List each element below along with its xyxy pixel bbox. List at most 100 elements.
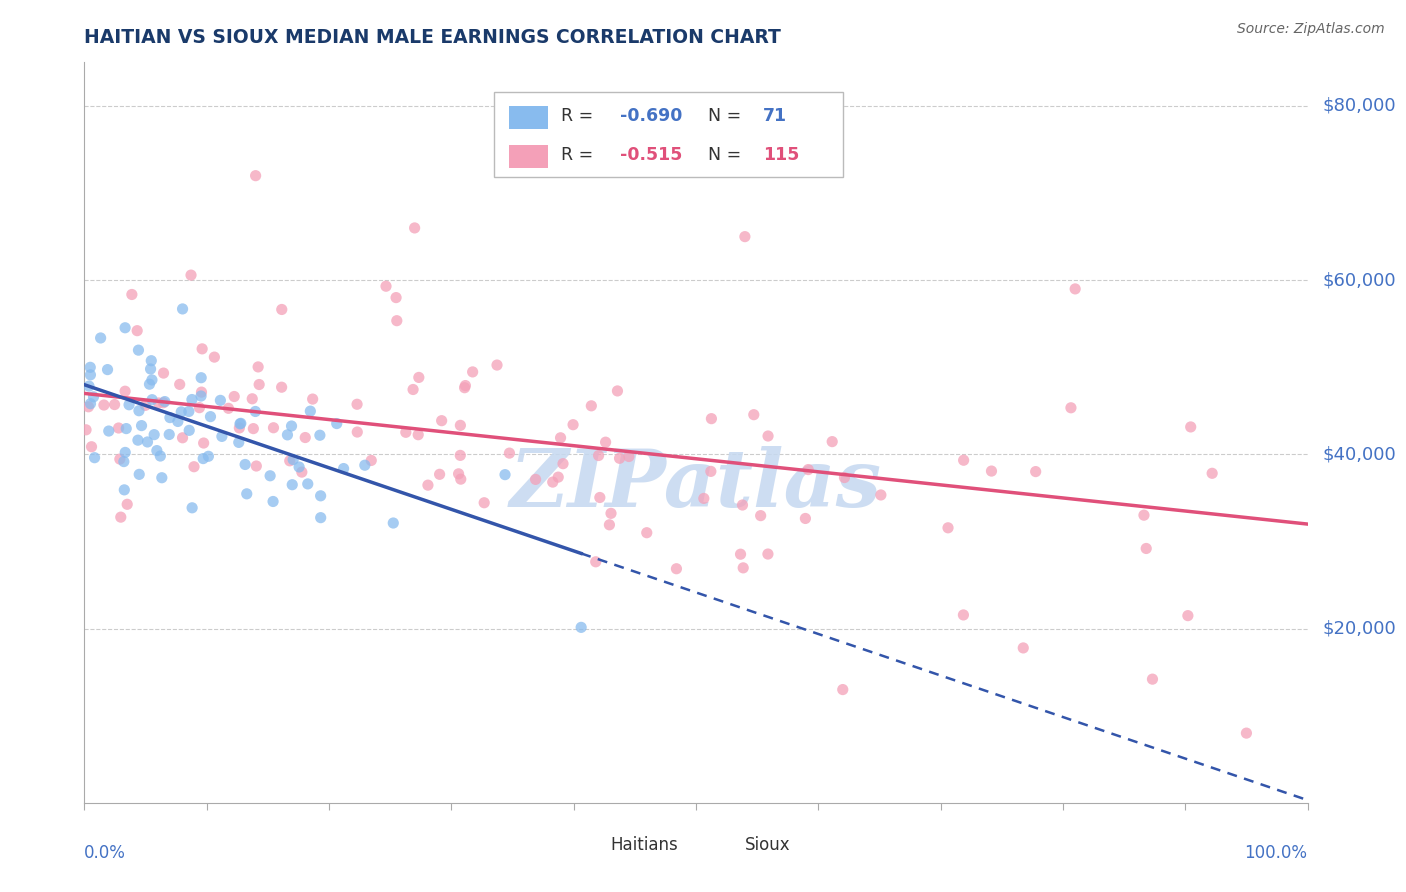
Point xyxy=(449,449,471,463)
Point xyxy=(143,427,166,442)
Point xyxy=(756,547,779,561)
Text: HAITIAN VS SIOUX MEDIAN MALE EARNINGS CORRELATION CHART: HAITIAN VS SIOUX MEDIAN MALE EARNINGS CO… xyxy=(84,28,782,47)
Point xyxy=(980,464,1002,478)
Point xyxy=(294,431,316,445)
Point xyxy=(494,467,516,482)
Point xyxy=(77,400,100,414)
Bar xyxy=(509,145,548,169)
Point xyxy=(197,450,219,464)
Point xyxy=(190,389,212,403)
Point xyxy=(148,396,170,410)
Point xyxy=(263,421,285,435)
Point xyxy=(406,427,429,442)
Point xyxy=(449,418,471,433)
Point xyxy=(485,358,508,372)
Point xyxy=(429,467,451,482)
Point xyxy=(141,373,163,387)
Point xyxy=(402,383,425,397)
Point xyxy=(450,472,472,486)
Point xyxy=(353,458,375,473)
Point xyxy=(247,377,270,392)
Point xyxy=(172,431,194,445)
Point xyxy=(110,510,132,524)
Point xyxy=(108,452,131,467)
Point xyxy=(157,427,180,442)
Point xyxy=(150,471,173,485)
Point xyxy=(217,401,239,416)
Text: N =: N = xyxy=(709,107,747,125)
Point xyxy=(447,467,470,481)
Text: Haitians: Haitians xyxy=(610,836,678,854)
Point xyxy=(794,511,817,525)
Point xyxy=(131,418,153,433)
Point xyxy=(606,384,628,398)
Point xyxy=(75,423,97,437)
Point xyxy=(299,404,322,418)
Point xyxy=(585,555,607,569)
Point xyxy=(127,433,149,447)
Point xyxy=(240,392,263,406)
Point xyxy=(90,331,112,345)
Point xyxy=(281,477,304,491)
Point xyxy=(733,561,755,575)
Point xyxy=(332,461,354,475)
Point xyxy=(188,401,211,415)
Point xyxy=(524,472,547,486)
Text: N =: N = xyxy=(709,146,747,164)
Point xyxy=(191,342,214,356)
Point xyxy=(1133,508,1156,523)
Point xyxy=(149,449,172,463)
Point xyxy=(193,451,215,466)
Point xyxy=(93,398,115,412)
Point xyxy=(114,384,136,399)
Point xyxy=(233,458,256,472)
Point xyxy=(498,446,520,460)
Text: R =: R = xyxy=(561,107,599,125)
Point xyxy=(408,370,430,384)
Point xyxy=(183,459,205,474)
Point xyxy=(569,620,592,634)
Point xyxy=(80,440,103,454)
Point xyxy=(181,500,204,515)
Point xyxy=(609,451,631,466)
Point xyxy=(749,508,772,523)
Point xyxy=(209,393,232,408)
Point xyxy=(600,507,623,521)
Point xyxy=(107,421,129,435)
Point xyxy=(83,450,105,465)
Point xyxy=(128,467,150,482)
Text: $60,000: $60,000 xyxy=(1322,271,1396,289)
Point xyxy=(141,353,163,368)
Bar xyxy=(509,105,548,129)
Point xyxy=(430,414,453,428)
Point xyxy=(177,404,200,418)
Text: -0.515: -0.515 xyxy=(620,146,682,164)
Point xyxy=(121,287,143,301)
Point xyxy=(112,454,135,468)
Point xyxy=(541,475,564,489)
Point xyxy=(1236,726,1258,740)
Point xyxy=(97,424,120,438)
Point xyxy=(166,414,188,428)
Point xyxy=(1142,672,1164,686)
Point xyxy=(245,169,267,183)
Point xyxy=(278,454,301,468)
Point xyxy=(136,434,159,449)
Point xyxy=(146,443,169,458)
Text: Sioux: Sioux xyxy=(745,836,790,854)
Point xyxy=(1025,465,1047,479)
Text: 71: 71 xyxy=(763,107,787,125)
Point xyxy=(262,494,284,508)
Point xyxy=(598,517,620,532)
Point xyxy=(159,410,181,425)
Point xyxy=(562,417,585,432)
Point xyxy=(326,417,349,431)
Point xyxy=(1135,541,1157,556)
Point xyxy=(831,682,853,697)
Point xyxy=(1177,608,1199,623)
Point xyxy=(139,362,162,376)
Point xyxy=(224,390,246,404)
Point xyxy=(346,397,368,411)
Point xyxy=(179,423,201,437)
Point xyxy=(270,380,292,394)
